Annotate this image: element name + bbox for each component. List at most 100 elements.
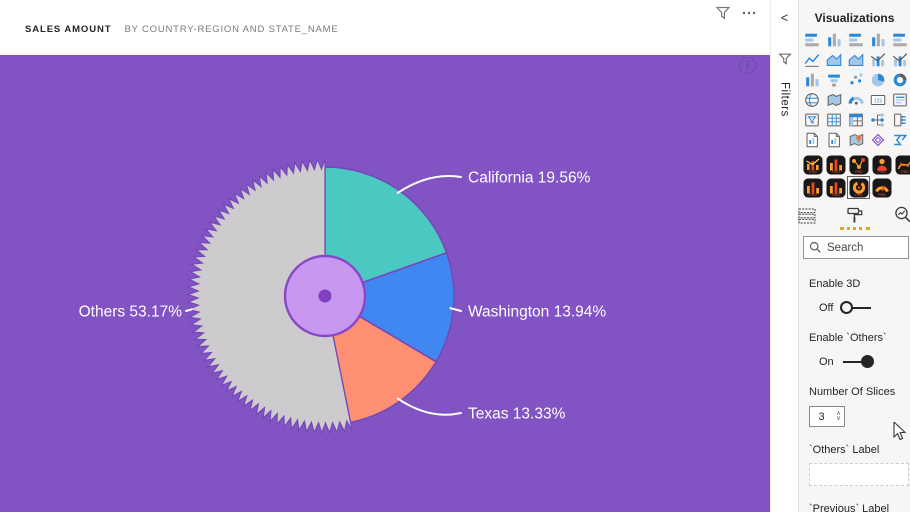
tab-format[interactable] — [839, 205, 870, 230]
pie-chart[interactable]: California 19.56% Washington 13.94% Texas … — [0, 55, 770, 512]
slice-label-california: California 19.56% — [468, 170, 591, 187]
viz-icon-map[interactable] — [802, 90, 822, 109]
filter-icon[interactable] — [714, 4, 732, 22]
enable-3d-state: Off — [819, 302, 834, 314]
viz-icon-area-chart[interactable] — [824, 50, 844, 69]
pie-slice-texas[interactable] — [323, 294, 438, 424]
slice-label-others: Others 53.17% — [79, 304, 183, 321]
viz-icon-custom-visual-8[interactable]: PRO — [847, 176, 870, 199]
info-glyph: i — [746, 60, 749, 71]
filters-pane-collapsed[interactable]: < Filters — [770, 0, 798, 512]
svg-text:PRO: PRO — [809, 170, 817, 174]
viz-icon-stacked-bar-chart[interactable] — [802, 30, 822, 49]
custom-visuals-grid: PRO PRO PRO PRO PRO PRO PRO PRO PRO — [799, 149, 910, 199]
viz-icon-clustered-bar-chart[interactable] — [846, 30, 866, 49]
enable-3d-label: Enable 3D — [809, 278, 861, 290]
enable-others-state: On — [819, 356, 834, 368]
tab-analytics[interactable] — [891, 205, 910, 230]
viz-icon-gauge[interactable] — [846, 90, 866, 109]
viz-icon-custom-visual-1[interactable]: PRO — [802, 154, 823, 175]
visual-title-by-clause: BY COUNTRY-REGION AND STATE_NAME — [124, 24, 339, 35]
search-icon — [810, 242, 821, 253]
viz-icon-custom-visual-5[interactable]: PRO — [894, 154, 910, 175]
others-label-label: `Others` Label — [809, 444, 880, 456]
visual-title-bar: SALES AMOUNT BY COUNTRY-REGION AND STATE… — [0, 0, 770, 55]
stepper-down-icon[interactable]: ∨ — [836, 414, 841, 422]
svg-text:123: 123 — [874, 98, 883, 104]
search-input[interactable] — [827, 241, 899, 254]
viz-icon-custom-visual-6[interactable]: PRO — [802, 177, 823, 198]
leader-line-california — [396, 175, 462, 194]
svg-text:PRO: PRO — [901, 170, 909, 174]
viz-icon-pie-chart[interactable] — [868, 70, 888, 89]
svg-text:PRO: PRO — [855, 170, 863, 174]
viz-icon-stacked-column-chart[interactable] — [824, 30, 844, 49]
slice-label-washington: Washington 13.94% — [468, 304, 606, 321]
viz-icon-power-apps-visual[interactable] — [868, 130, 888, 149]
leader-line-washington — [449, 307, 462, 312]
viz-icon-multi-row-card[interactable] — [890, 90, 910, 109]
viz-icon-line-clustered-column-chart[interactable] — [890, 50, 910, 69]
number-of-slices-stepper[interactable]: ∧ ∨ — [809, 406, 845, 427]
pie-center-dot — [318, 289, 332, 303]
visual-header-toolbar — [714, 4, 758, 22]
tab-fields[interactable] — [795, 205, 819, 230]
viz-icon-line-chart[interactable] — [802, 50, 822, 69]
viz-icon-funnel-chart[interactable] — [824, 70, 844, 89]
viz-icon-line-stacked-column-chart[interactable] — [868, 50, 888, 69]
others-label-input[interactable] — [809, 463, 909, 486]
viz-icon-waterfall-chart[interactable] — [802, 70, 822, 89]
viz-icon-arcgis-map[interactable] — [846, 130, 866, 149]
pie-slice-california[interactable] — [324, 166, 448, 298]
visualizations-pane-title: Visualizations — [814, 11, 895, 25]
viz-icon-clustered-column-chart[interactable] — [868, 30, 888, 49]
slice-label-texas: Texas 13.33% — [468, 406, 566, 423]
viz-icon-custom-visual-2[interactable]: PRO — [825, 154, 846, 175]
viz-icon-custom-visual-9[interactable]: PRO — [871, 177, 892, 198]
enable-others-toggle[interactable] — [841, 355, 874, 369]
viz-icon-scatter-chart[interactable] — [846, 70, 866, 89]
svg-text:PRO: PRO — [878, 193, 886, 197]
format-search-box[interactable] — [803, 236, 909, 259]
visualization-type-grid: 123 — [799, 25, 910, 149]
stepper-up-icon[interactable]: ∧ — [836, 410, 841, 417]
analytics-icon — [894, 206, 910, 223]
viz-icon-custom-visual-3[interactable]: PRO — [848, 154, 869, 175]
viz-icon-matrix[interactable] — [846, 110, 866, 129]
format-options: Enable 3D Off Enable `Others` On Number … — [799, 259, 910, 512]
fields-icon — [798, 208, 815, 224]
info-icon[interactable]: i — [739, 57, 756, 74]
number-of-slices-input[interactable] — [810, 410, 833, 423]
viz-icon-donut-chart[interactable] — [890, 70, 910, 89]
filters-funnel-icon[interactable] — [777, 51, 793, 72]
report-area: SALES AMOUNT BY COUNTRY-REGION AND STATE… — [0, 0, 770, 512]
viz-icon-custom-visual-4[interactable]: PRO — [871, 154, 892, 175]
expand-filters-chevron-icon[interactable]: < — [780, 10, 789, 25]
viz-icon-card[interactable]: 123 — [868, 90, 888, 109]
svg-text:PRO: PRO — [809, 193, 817, 197]
enable-3d-toggle[interactable] — [840, 301, 873, 315]
pane-tabs — [798, 198, 910, 231]
viz-icon-python-visual[interactable] — [824, 130, 844, 149]
svg-text:PRO: PRO — [878, 170, 886, 174]
viz-icon-qa-visual[interactable] — [890, 110, 910, 129]
viz-icon-slicer[interactable] — [802, 110, 822, 129]
viz-icon-key-influencers[interactable] — [868, 110, 888, 129]
visualizations-pane: Visualizations 123 PRO PRO PRO PRO PRO PRO PRO… — [798, 0, 910, 512]
leader-line-texas — [397, 397, 462, 416]
viz-icon-table[interactable] — [824, 110, 844, 129]
svg-text:PRO: PRO — [855, 193, 863, 197]
number-of-slices-label: Number Of Slices — [809, 386, 896, 398]
more-options-icon[interactable] — [740, 4, 758, 22]
svg-text:PRO: PRO — [832, 170, 840, 174]
viz-icon-power-automate-visual[interactable] — [890, 130, 910, 149]
format-icon — [846, 207, 862, 223]
visual-title: SALES AMOUNT BY COUNTRY-REGION AND STATE… — [25, 24, 339, 35]
pie-chart-visual[interactable]: California 19.56% Washington 13.94% Texas … — [0, 55, 770, 512]
viz-icon-filled-map[interactable] — [824, 90, 844, 109]
previous-label-label: `Previous` Label — [809, 503, 890, 512]
viz-icon-100-stacked-bar-chart[interactable] — [890, 30, 910, 49]
viz-icon-r-script-visual[interactable] — [802, 130, 822, 149]
viz-icon-stacked-area-chart[interactable] — [846, 50, 866, 69]
viz-icon-custom-visual-7[interactable]: PRO — [825, 177, 846, 198]
